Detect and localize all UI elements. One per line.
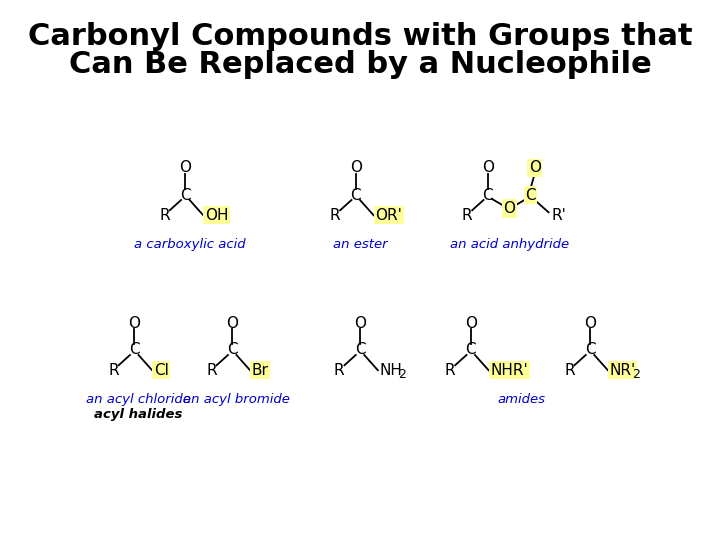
- Text: R: R: [330, 208, 341, 222]
- Text: an acyl chloride: an acyl chloride: [86, 393, 191, 406]
- Text: C: C: [525, 187, 536, 202]
- Text: R: R: [206, 363, 217, 378]
- Text: O: O: [503, 201, 515, 216]
- Text: an ester: an ester: [333, 238, 387, 251]
- Text: O: O: [179, 160, 192, 176]
- Text: Br: Br: [252, 363, 269, 378]
- Text: C: C: [351, 187, 361, 202]
- Text: NH: NH: [379, 363, 402, 378]
- Text: O: O: [226, 315, 238, 330]
- Text: Can Be Replaced by a Nucleophile: Can Be Replaced by a Nucleophile: [68, 50, 652, 79]
- Text: O: O: [128, 315, 140, 330]
- Text: C: C: [227, 342, 238, 357]
- Text: an acid anhydride: an acid anhydride: [449, 238, 569, 251]
- Text: R: R: [445, 363, 455, 378]
- Text: C: C: [355, 342, 365, 357]
- Text: C: C: [465, 342, 476, 357]
- Text: 2: 2: [631, 368, 639, 381]
- Text: O: O: [350, 160, 361, 176]
- Text: C: C: [129, 342, 140, 357]
- Text: R': R': [551, 208, 566, 222]
- Text: C: C: [585, 342, 595, 357]
- Text: R: R: [159, 208, 170, 222]
- Text: 2: 2: [398, 368, 406, 381]
- Text: R: R: [564, 363, 575, 378]
- Text: an acyl bromide: an acyl bromide: [183, 393, 290, 406]
- Text: NR': NR': [610, 363, 636, 378]
- Text: O: O: [584, 315, 596, 330]
- Text: a carboxylic acid: a carboxylic acid: [134, 238, 246, 251]
- Text: O: O: [482, 160, 494, 176]
- Text: O: O: [464, 315, 477, 330]
- Text: C: C: [482, 187, 493, 202]
- Text: C: C: [180, 187, 191, 202]
- Text: Cl: Cl: [154, 363, 168, 378]
- Text: OR': OR': [375, 208, 402, 222]
- Text: R: R: [108, 363, 119, 378]
- Text: R: R: [334, 363, 345, 378]
- Text: O: O: [528, 160, 541, 176]
- Text: acyl halides: acyl halides: [94, 408, 183, 421]
- Text: OH: OH: [205, 208, 228, 222]
- Text: O: O: [354, 315, 366, 330]
- Text: NHR': NHR': [490, 363, 528, 378]
- Text: Carbonyl Compounds with Groups that: Carbonyl Compounds with Groups that: [27, 22, 693, 51]
- Text: amides: amides: [498, 393, 546, 406]
- Text: R: R: [462, 208, 472, 222]
